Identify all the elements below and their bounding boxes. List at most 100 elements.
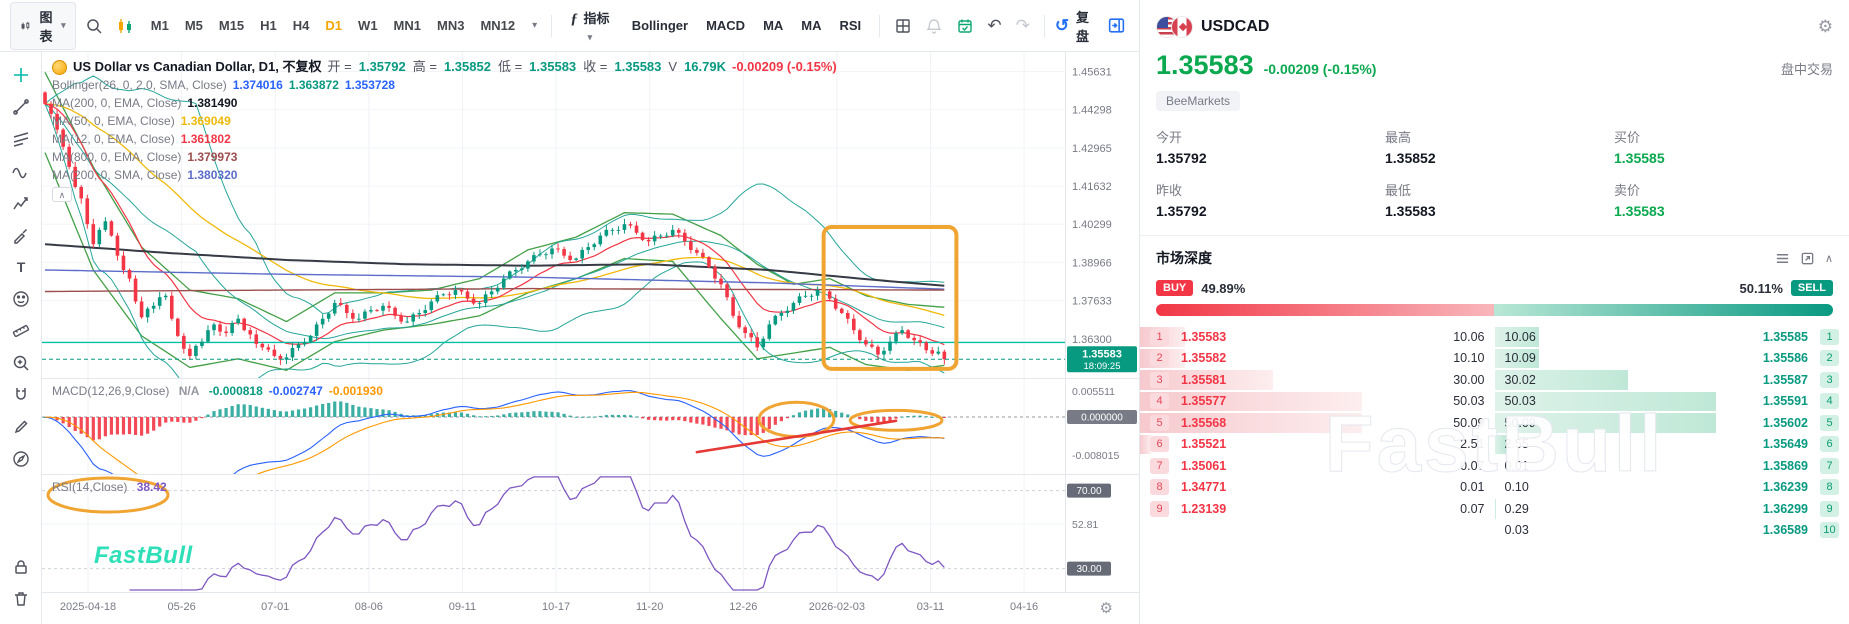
stat-label: 最高 (1385, 130, 1412, 145)
depth-export-icon[interactable] (1800, 251, 1815, 266)
undo-button[interactable]: ↶ (983, 13, 1005, 38)
tool-ruler[interactable] (6, 316, 36, 346)
indicator-button-bollinger-0[interactable]: Bollinger (624, 13, 696, 38)
indicator-name: MA(50, 0, EMA, Close) (52, 114, 175, 128)
depth-row[interactable]: 5 1.35568 50.09 50.09 1.35602 5 (1140, 412, 1849, 434)
economic-calendar-button[interactable] (952, 11, 977, 41)
tool-lock[interactable] (6, 552, 36, 582)
layout-button[interactable] (890, 11, 915, 41)
timeframe-w1[interactable]: W1 (351, 13, 385, 38)
rsi-panel[interactable]: 70.00 30.00 52.81 RSI(14,Close) 38.42 Fast… (42, 474, 1139, 592)
toolbar-divider (551, 14, 553, 37)
timeframe-mn3[interactable]: MN3 (430, 13, 471, 38)
timeframe-h1[interactable]: H1 (253, 13, 284, 38)
depth-row[interactable]: 1 1.35583 10.06 10.06 1.35585 1 (1140, 326, 1849, 348)
stat-label: 买价 (1614, 130, 1641, 145)
indicator-button-ma-3[interactable]: MA (793, 13, 829, 38)
replay-icon: ↺ (1054, 15, 1070, 35)
macd-signal-line (44, 391, 945, 474)
tool-wave[interactable] (6, 156, 36, 186)
candle (332, 302, 337, 314)
depth-list-icon[interactable] (1775, 251, 1790, 266)
alert-button[interactable] (921, 11, 946, 41)
indicator-legend-row[interactable]: MA(200, 0, SMA, Close) 1.380320 (52, 166, 837, 184)
timeframe-h4[interactable]: H4 (286, 13, 317, 38)
timeframe-m1[interactable]: M1 (144, 13, 176, 38)
buy-ratio-fill (1156, 304, 1494, 316)
indicator-legend-row[interactable]: Bollinger(26, 0, 2.0, SMA, Close) 1.37401… (52, 76, 837, 94)
timeframe-m5[interactable]: M5 (178, 13, 210, 38)
depth-ask-side: 10.06 1.35585 1 (1494, 326, 1849, 348)
indicator-button-ma-2[interactable]: MA (755, 13, 791, 38)
tool-emoji[interactable] (6, 284, 36, 314)
indicator-legend-row[interactable]: MA(800, 0, EMA, Close) 1.379973 (52, 148, 837, 166)
depth-row[interactable]: 10 0.03 1.36589 10 (1140, 520, 1849, 542)
usdcad-flag-icon (1156, 16, 1193, 38)
indicators-menu-button[interactable]: ƒ 指标 ▾ (562, 3, 618, 48)
tool-channel[interactable] (6, 124, 36, 154)
chart-style-button[interactable] (113, 11, 138, 41)
candle (731, 297, 735, 316)
tool-trend-line[interactable] (6, 92, 36, 122)
panel-toggle-button[interactable] (1104, 11, 1129, 41)
depth-row[interactable]: 3 1.35581 30.00 30.02 1.35587 3 (1140, 369, 1849, 391)
chart-menu-button[interactable]: 图表 ▾ (10, 1, 76, 50)
candle (194, 345, 198, 356)
tool-crosshair[interactable] (6, 60, 36, 90)
candle (839, 308, 844, 313)
tool-text[interactable]: T (6, 252, 36, 282)
indicator-name: MA(200, 0, EMA, Close) (52, 96, 182, 110)
candle (79, 186, 84, 199)
tool-magnet[interactable] (6, 380, 36, 410)
depth-collapse-icon[interactable]: ∧ (1824, 252, 1833, 265)
timeframe-more-button[interactable]: ▾ (528, 17, 541, 35)
rsi-svg[interactable]: 70.00 30.00 52.81 (42, 475, 1139, 592)
indicator-legend-row[interactable]: MA(50, 0, EMA, Close) 1.369049 (52, 112, 837, 130)
candle (779, 312, 784, 316)
tool-forecast[interactable] (6, 188, 36, 218)
depth-ask-side: 50.09 1.35602 5 (1494, 412, 1849, 434)
broker-badge[interactable]: BeeMarkets (1156, 91, 1241, 111)
time-label-6: 11-20 (635, 601, 664, 613)
timeframe-m15[interactable]: M15 (212, 13, 251, 38)
depth-row[interactable]: 2 1.35582 10.10 10.09 1.35586 2 (1140, 348, 1849, 370)
bid-price: 1.35568 (1181, 415, 1227, 430)
indicator-legend-row[interactable]: MA(12, 0, EMA, Close) 1.361802 (52, 130, 837, 148)
macd-svg[interactable]: 0.005511 0.000000 -0.008015 (42, 379, 1139, 474)
stat-2: 买价 1.35585 (1614, 127, 1833, 166)
timeframe-d1[interactable]: D1 (318, 13, 349, 38)
candle (272, 349, 277, 356)
replay-button[interactable]: ↺ 复盘 (1055, 7, 1092, 45)
gear-icon[interactable]: ⚙ (1817, 17, 1833, 36)
tool-brush[interactable] (6, 220, 36, 250)
tool-zoom-in[interactable] (6, 348, 36, 378)
indicators-menu-label: 指标 (583, 11, 610, 26)
time-axis[interactable]: ⚙ 2025-04-18 05-26 07-01 08-06 09-11 10-17 11-… (42, 592, 1139, 624)
indicator-button-macd-1[interactable]: MACD (698, 13, 753, 38)
tool-trash[interactable] (6, 584, 36, 614)
timeframe-mn12[interactable]: MN12 (473, 13, 522, 38)
candle (532, 255, 536, 262)
macd-panel[interactable]: 0.005511 0.000000 -0.008015 MACD(12,26,9,C… (42, 378, 1139, 474)
depth-row[interactable]: 6 1.35521 2.51 2.55 1.35649 6 (1140, 434, 1849, 456)
legend-collapse-button[interactable]: ∧ (52, 187, 72, 202)
tool-pencil[interactable] (6, 412, 36, 442)
candle (357, 318, 361, 320)
search-button[interactable] (82, 11, 107, 41)
axis-settings-icon[interactable]: ⚙ (1099, 600, 1113, 617)
indicator-legend-row[interactable]: MA(200, 0, EMA, Close) 1.381490 (52, 94, 837, 112)
indicator-value: 1.369049 (180, 114, 231, 128)
indicator-button-rsi-4[interactable]: RSI (832, 13, 870, 38)
depth-row[interactable]: 7 1.35061 0.07 0.01 1.35869 7 (1140, 455, 1849, 477)
tool-compass[interactable] (6, 444, 36, 474)
main-chart-svg[interactable]: 1.45631 1.44298 1.42965 1.41632 1.40299 1.389… (42, 52, 1139, 378)
candle (103, 221, 108, 230)
depth-row[interactable]: 8 1.34771 0.01 0.10 1.36239 8 (1140, 477, 1849, 499)
redo-button[interactable]: ↷ (1012, 13, 1034, 38)
macd-line (44, 390, 945, 474)
bid-level-index: 5 (1150, 414, 1169, 431)
timeframe-mn1[interactable]: MN1 (387, 13, 428, 38)
depth-row[interactable]: 4 1.35577 50.03 50.03 1.35591 4 (1140, 391, 1849, 413)
main-chart-panel[interactable]: 1.45631 1.44298 1.42965 1.41632 1.40299 1.389… (42, 52, 1139, 378)
depth-row[interactable]: 9 1.23139 0.07 0.29 1.36299 9 (1140, 498, 1849, 520)
